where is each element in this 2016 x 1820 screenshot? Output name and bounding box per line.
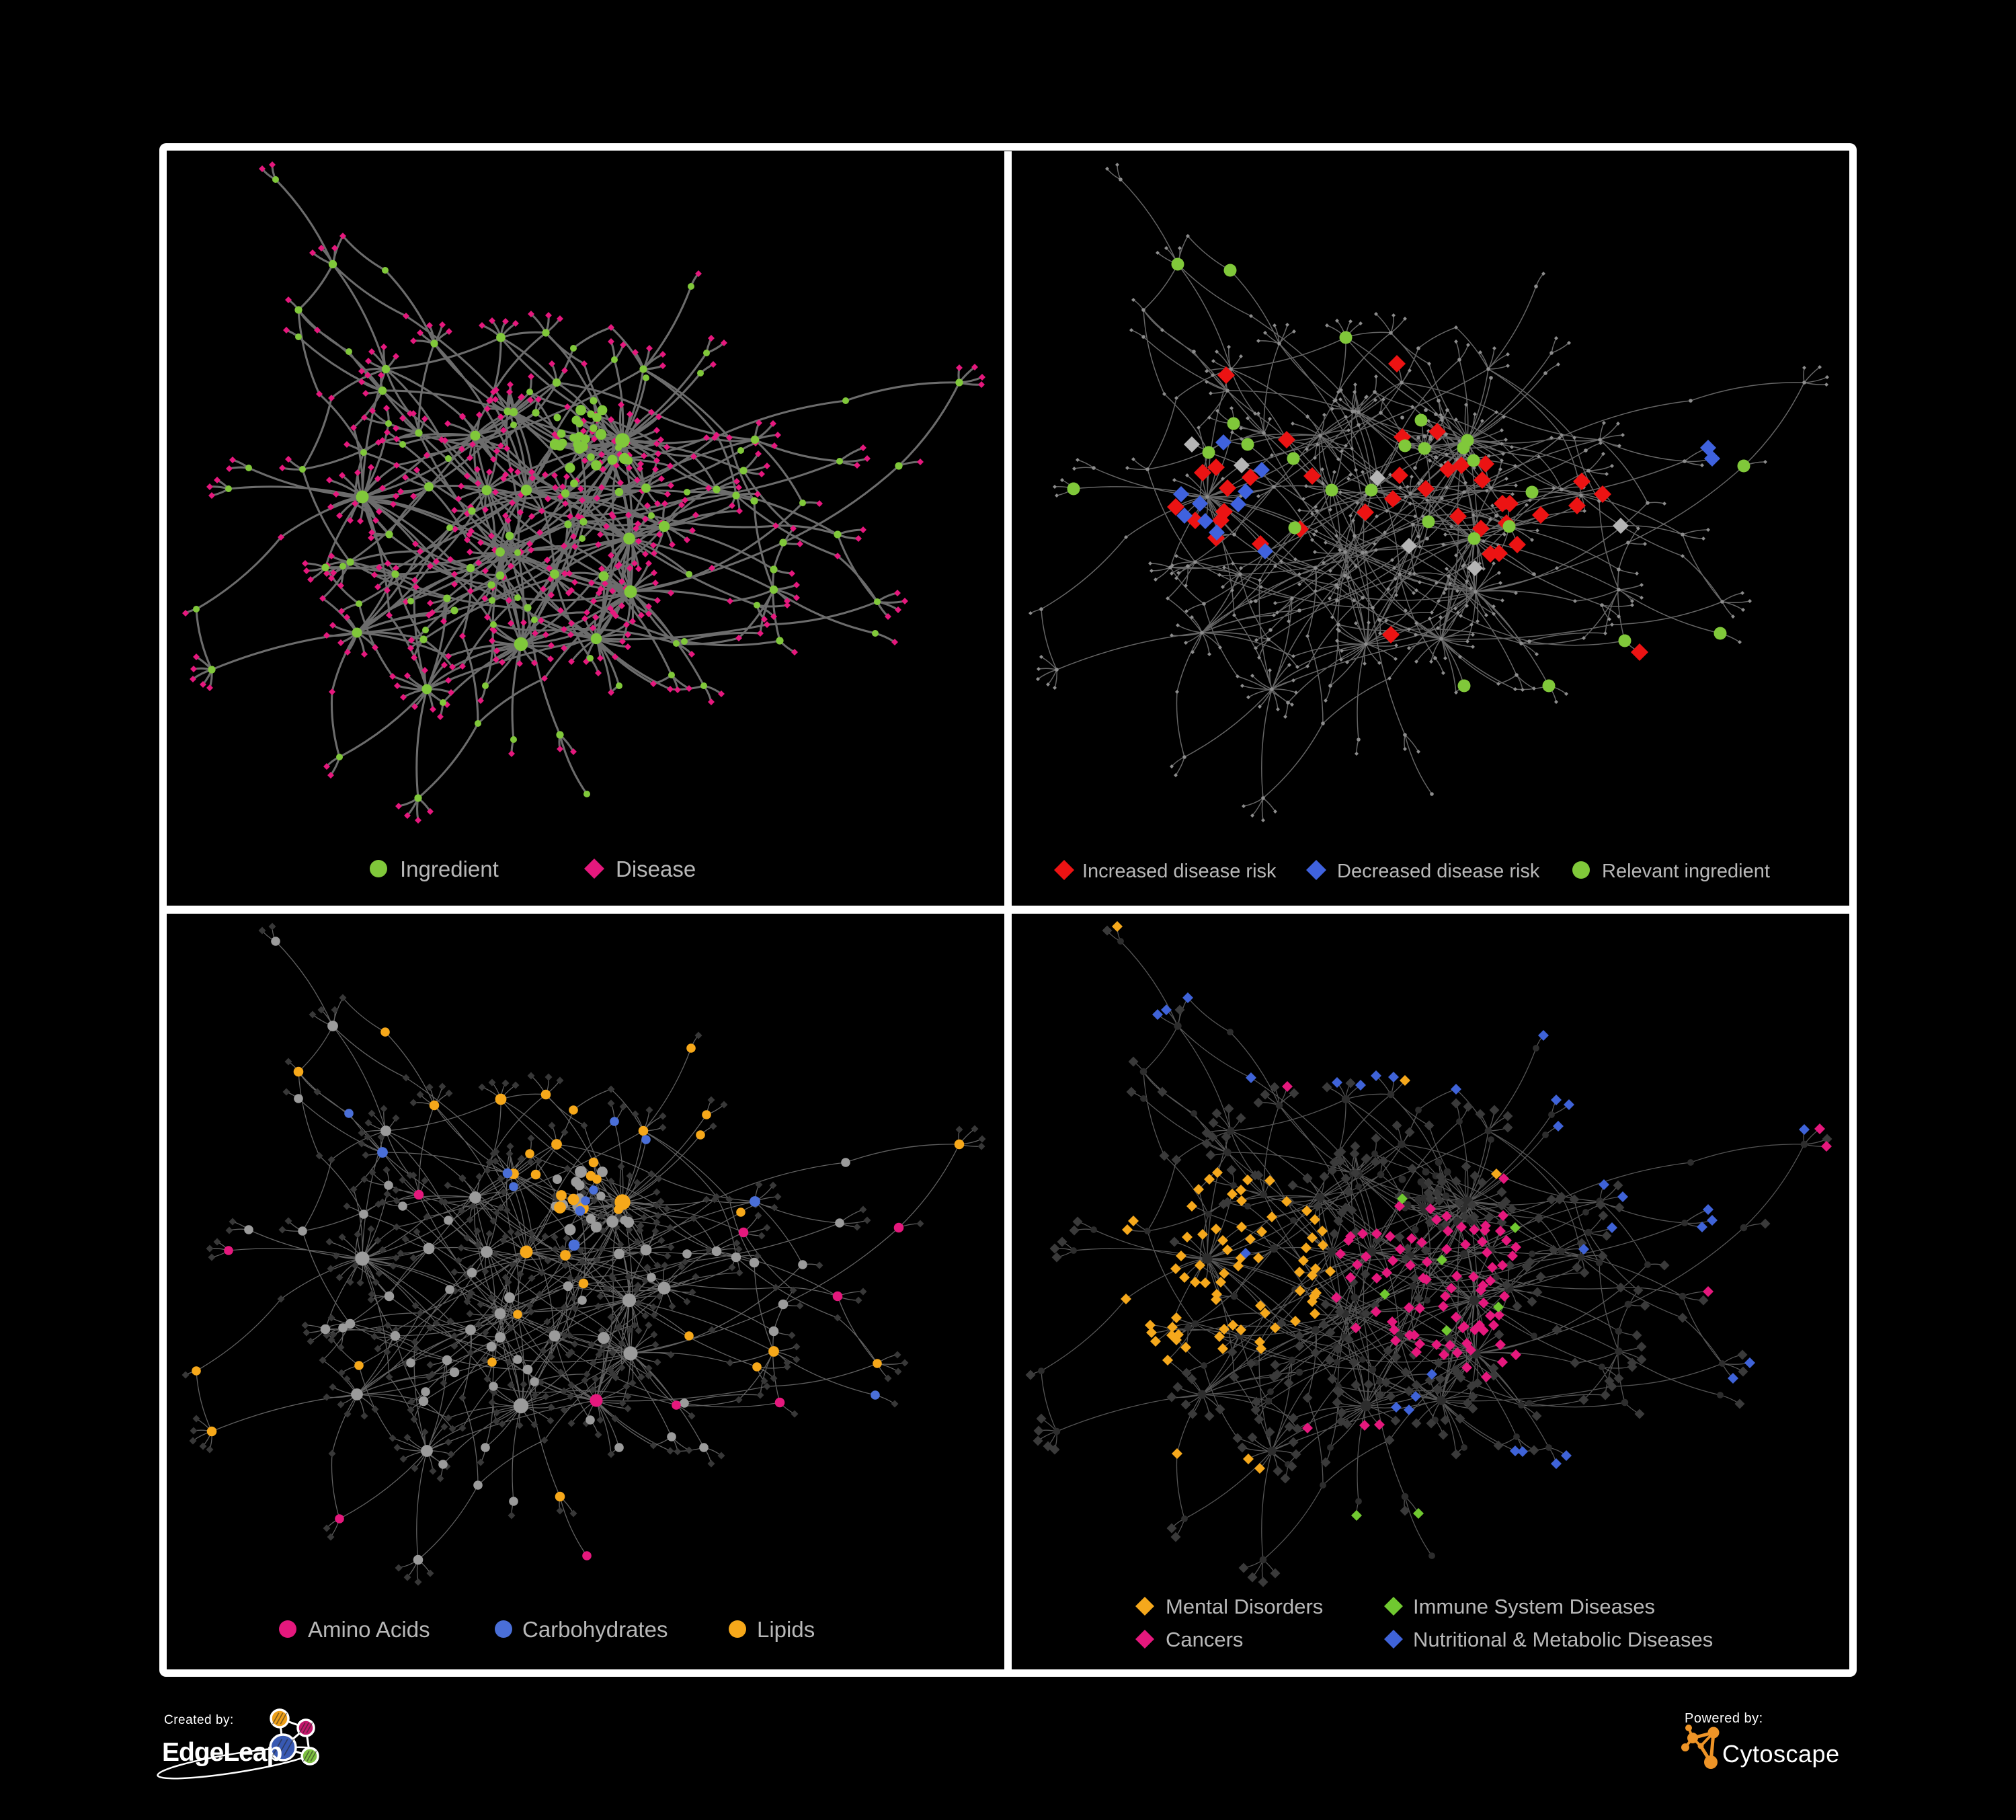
svg-text:Nutritional & Metabolic Diseas: Nutritional & Metabolic Diseases <box>1413 1628 1713 1651</box>
svg-text:Cancers: Cancers <box>1166 1628 1243 1651</box>
svg-text:Disease: Disease <box>616 857 696 881</box>
svg-text:Carbohydrates: Carbohydrates <box>522 1617 668 1642</box>
svg-text:Increased disease risk: Increased disease risk <box>1082 861 1277 882</box>
svg-text:Amino Acids: Amino Acids <box>308 1617 430 1642</box>
svg-text:Cytoscape: Cytoscape <box>1722 1740 1840 1768</box>
svg-text:Powered by:: Powered by: <box>1685 1711 1763 1726</box>
svg-text:Lipids: Lipids <box>757 1617 815 1642</box>
svg-text:Relevant ingredient: Relevant ingredient <box>1602 861 1770 882</box>
svg-text:Decreased disease risk: Decreased disease risk <box>1337 861 1540 882</box>
svg-text:Ingredient: Ingredient <box>400 857 499 881</box>
svg-text:EdgeLeap: EdgeLeap <box>162 1738 282 1767</box>
svg-text:Immune System Diseases: Immune System Diseases <box>1413 1595 1655 1618</box>
svg-text:Mental Disorders: Mental Disorders <box>1166 1595 1323 1618</box>
svg-text:Created by:: Created by: <box>164 1713 234 1727</box>
